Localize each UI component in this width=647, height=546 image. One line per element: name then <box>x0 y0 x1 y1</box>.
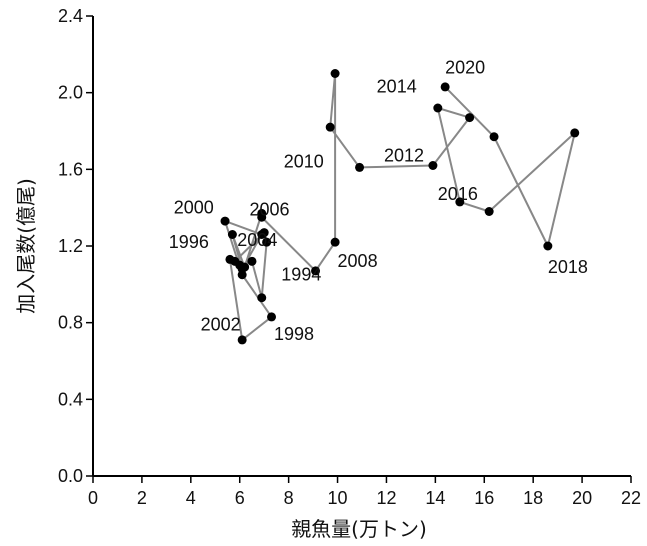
x-tick-label: 16 <box>474 488 494 508</box>
year-label-2008: 2008 <box>338 251 378 271</box>
data-point-2017 <box>570 128 580 138</box>
y-tick-label: 0.8 <box>58 313 83 333</box>
data-point-2004 <box>240 262 250 272</box>
year-label-2016: 2016 <box>438 184 478 204</box>
y-tick-label: 2.0 <box>58 83 83 103</box>
y-tick-label: 0.0 <box>58 466 83 486</box>
data-point-2008 <box>330 237 340 247</box>
x-axis-label: 親魚量(万トン) <box>291 517 427 541</box>
x-tick-label: 20 <box>572 488 592 508</box>
data-point-1997 <box>237 335 247 345</box>
y-tick-label: 1.6 <box>58 159 83 179</box>
year-label-2012: 2012 <box>384 146 424 166</box>
y-tick-label: 2.4 <box>58 6 83 26</box>
data-point-2016 <box>484 207 494 216</box>
x-tick-label: 22 <box>621 488 641 508</box>
x-tick-label: 6 <box>235 488 245 508</box>
data-point-2001 <box>257 230 267 239</box>
data-point-2009 <box>330 69 340 78</box>
data-point-2012 <box>428 161 438 170</box>
year-label-2010: 2010 <box>284 151 324 171</box>
y-axis-label: 加入尾数(億尾) <box>14 178 38 314</box>
y-tick-label: 1.2 <box>58 236 83 256</box>
year-label-2014: 2014 <box>377 77 417 97</box>
data-point-2003 <box>227 230 237 239</box>
year-label-2018: 2018 <box>548 257 588 277</box>
x-tick-label: 14 <box>425 488 445 508</box>
year-label-1996: 1996 <box>169 232 209 252</box>
year-label-2006: 2006 <box>250 199 290 219</box>
data-point-1993 <box>262 237 272 247</box>
y-tick-label: 0.4 <box>58 389 83 409</box>
data-point-2011 <box>355 162 365 172</box>
data-point-2020 <box>440 82 450 92</box>
x-tick-label: 2 <box>137 488 147 508</box>
data-point-2018 <box>543 241 553 251</box>
x-tick-label: 10 <box>328 488 348 508</box>
data-point-2010 <box>325 122 335 132</box>
data-point-1998 <box>267 312 277 322</box>
x-tick-label: 18 <box>523 488 543 508</box>
year-label-2004: 2004 <box>237 230 277 250</box>
data-point-1992 <box>257 293 267 303</box>
series <box>220 69 580 345</box>
year-label-2002: 2002 <box>201 314 241 334</box>
year-labels: 1994 1996 1998 2000 2002 2004 2006 2008 2010 2012… <box>169 58 588 344</box>
x-tick-label: 4 <box>186 488 196 508</box>
data-point-2006 <box>257 212 267 222</box>
data-point-2000 <box>220 216 230 226</box>
data-point-2015 <box>455 197 465 207</box>
year-label-1994: 1994 <box>281 265 321 285</box>
data-point-1991 <box>247 256 257 266</box>
data-point-2019 <box>489 132 499 142</box>
data-point-1996 <box>225 254 235 264</box>
x-tick-label: 8 <box>284 488 294 508</box>
data-point-2007 <box>311 266 321 276</box>
x-tick-label: 12 <box>376 488 396 508</box>
year-label-2000: 2000 <box>174 197 214 217</box>
x-tick-label: 0 <box>88 488 98 508</box>
data-point-2014 <box>433 103 443 113</box>
year-label-2020: 2020 <box>445 58 485 78</box>
axes: 0 2 4 6 8 10 12 14 16 18 20 22 0.0 0.4 0.8 1.2 1.6 2.0 2.4 <box>58 6 641 508</box>
data-point-2013 <box>465 113 475 123</box>
year-label-1998: 1998 <box>274 324 314 344</box>
